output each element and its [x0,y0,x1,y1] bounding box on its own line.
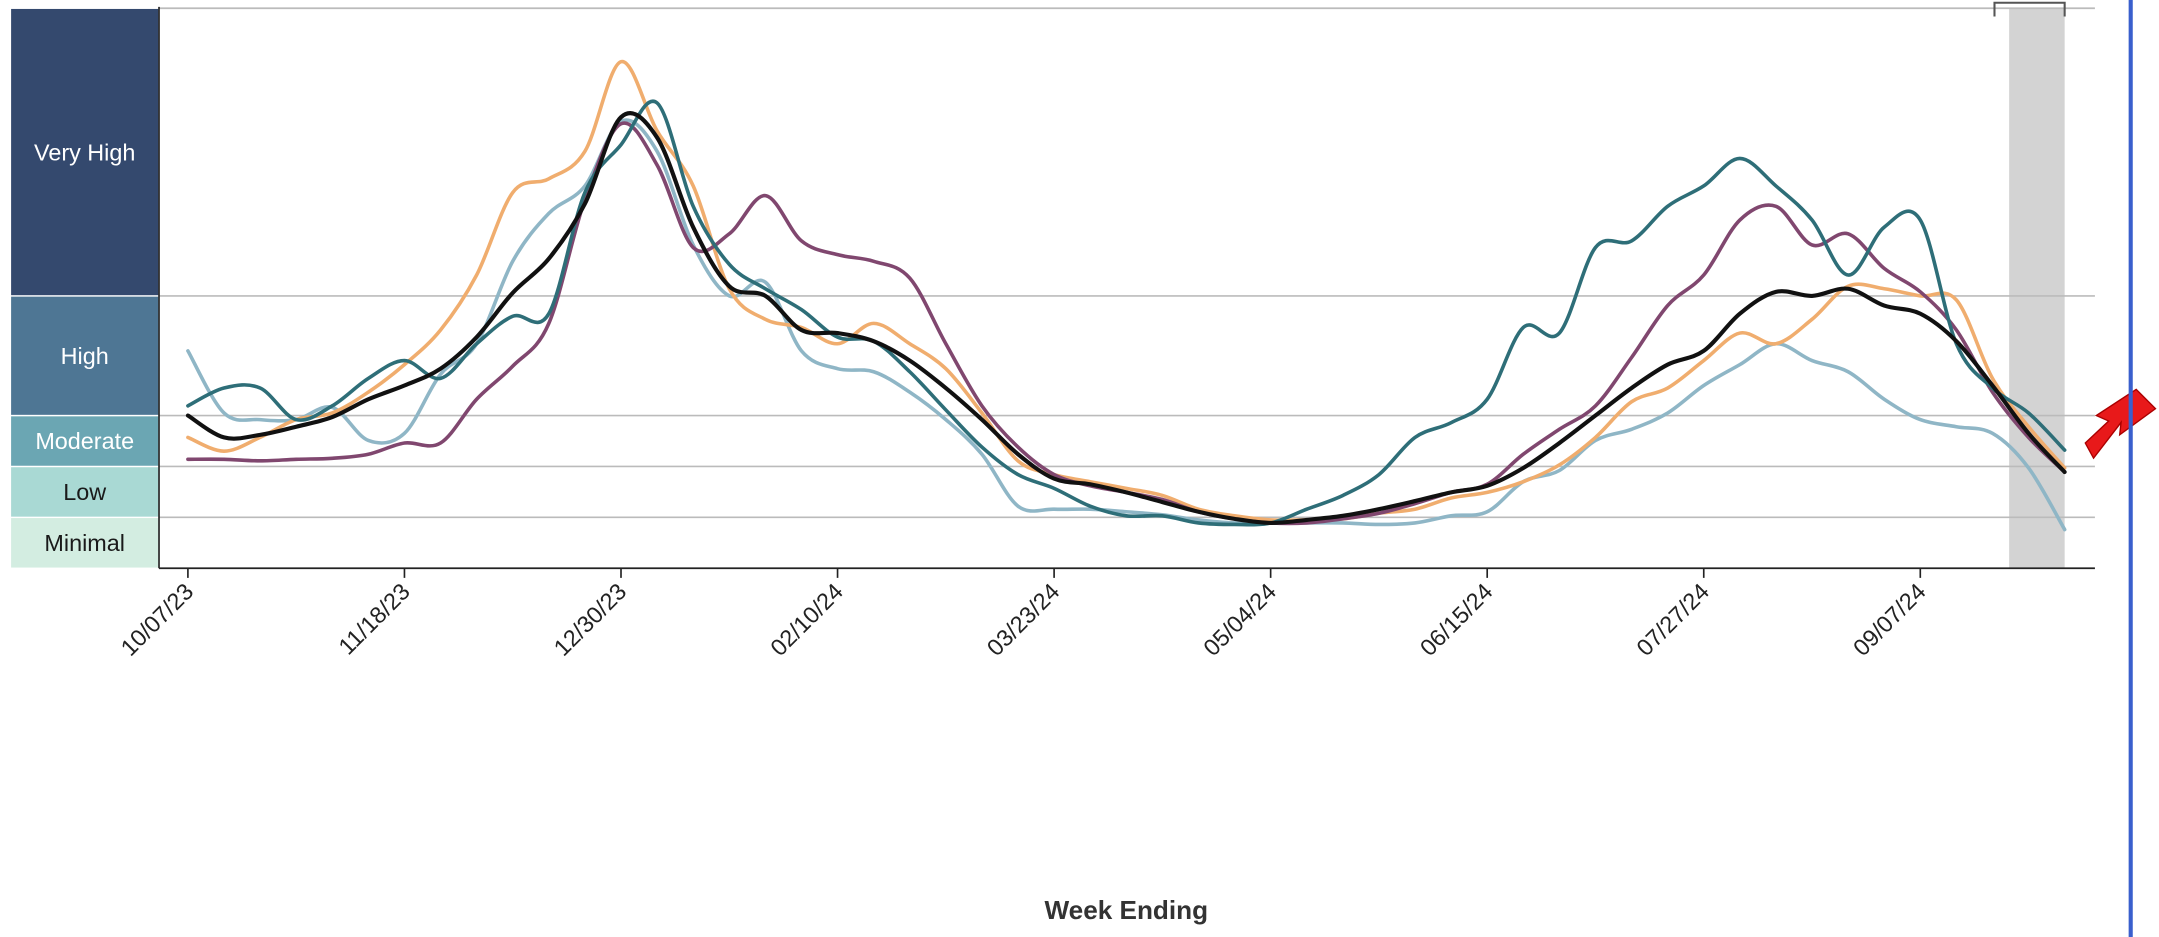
x-tick-label: 10/07/23 [116,578,199,661]
level-band [9,7,160,297]
level-band [9,465,160,519]
series-line [185,111,2067,526]
x-tick-label: 03/23/24 [982,578,1065,661]
level-band [9,516,160,569]
series-line [186,118,2067,532]
x-tick-label: 07/27/24 [1631,578,1714,661]
series-line [186,59,2067,523]
x-tick-label: 02/10/24 [765,578,848,661]
x-tick-label: 11/18/23 [333,578,415,660]
red-arrow [2084,388,2157,460]
x-tick-label: 12/30/23 [549,578,632,661]
level-label: High [61,343,109,369]
incomplete-data-shade [2009,8,2065,569]
bracket [1993,1,2066,17]
series-line [186,99,2067,527]
level-band [9,295,160,417]
series-line [186,121,2067,526]
level-label: Minimal [44,530,125,556]
x-tick-label: 06/15/24 [1415,578,1498,661]
level-label: Low [63,479,106,505]
level-label: Moderate [35,428,134,454]
level-label: Very High [34,139,135,165]
x-tick-label: 05/04/24 [1198,578,1281,661]
x-tick-label: 09/07/24 [1848,578,1931,661]
x-axis-title: Week Ending [1044,895,1208,925]
